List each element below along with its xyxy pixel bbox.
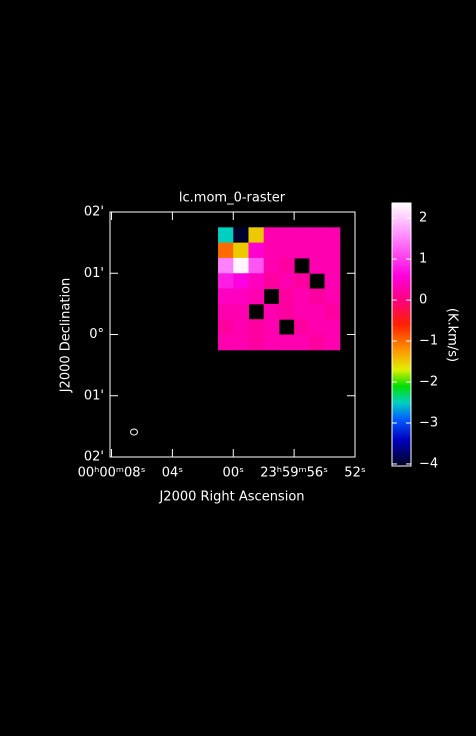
raster-cell [324, 334, 341, 351]
x-tick-label: 52ˢ [344, 466, 366, 481]
y-tick-label: 02' [84, 205, 104, 220]
raster-cell [218, 273, 234, 290]
raster-cell [294, 334, 310, 351]
raster-cell [324, 227, 341, 244]
raster-cell [233, 319, 249, 335]
raster-cell [263, 303, 280, 320]
raster-cell [309, 227, 326, 244]
raster-cell [309, 319, 326, 335]
raster-cell [248, 319, 265, 335]
raster-cell [233, 257, 249, 274]
raster-cell [233, 273, 249, 290]
raster-cell [309, 288, 326, 305]
raster-cell [309, 303, 326, 320]
raster-cell [233, 288, 249, 305]
raster-cell [278, 257, 295, 274]
raster-cell [218, 334, 234, 351]
raster-cell [309, 242, 326, 259]
raster-cell [248, 242, 265, 259]
raster-cell [278, 288, 295, 305]
raster-cell [278, 242, 295, 259]
raster-cell [278, 334, 295, 351]
raster-cell [278, 273, 295, 290]
raster-cell [248, 334, 265, 351]
raster-cell [218, 257, 234, 274]
raster-cell [218, 242, 234, 259]
raster-cell [294, 242, 310, 259]
raster-cell [248, 257, 265, 274]
raster-cell [263, 227, 280, 244]
colorbar-tick-label: −3 [419, 415, 438, 430]
raster-cell [294, 288, 310, 305]
x-tick-label: 00ˢ [223, 466, 245, 481]
raster-cell [218, 288, 234, 305]
raster-cell [294, 273, 310, 290]
x-tick-label: 04ˢ [162, 466, 184, 481]
raster-cell [263, 273, 280, 290]
colorbar-label: (K.km/s) [445, 308, 460, 362]
raster-cell [263, 334, 280, 351]
raster-cell [218, 319, 234, 335]
raster-cell [233, 303, 249, 320]
x-axis-label: J2000 Right Ascension [158, 490, 304, 505]
x-tick-label: 00ʰ00ᵐ08ˢ [78, 466, 146, 481]
y-tick-label: 01' [84, 388, 104, 403]
y-tick-label: 01' [84, 266, 104, 281]
x-tick-label: 23ʰ59ᵐ56ˢ [260, 466, 328, 481]
raster-cell [294, 303, 310, 320]
raster-cell [324, 288, 341, 305]
raster-cell [248, 288, 265, 305]
raster-cell [294, 227, 310, 244]
raster-cell [263, 257, 280, 274]
y-tick-label: 02' [84, 450, 104, 465]
raster-cell [324, 242, 341, 259]
beam [130, 428, 138, 436]
raster-cell [324, 257, 341, 274]
colorbar-tick-label: −4 [419, 456, 438, 471]
raster-cell [324, 319, 341, 335]
raster-cell [278, 227, 295, 244]
raster-cell [324, 273, 341, 290]
colorbar-tick-label: 0 [419, 293, 427, 308]
raster-cell [233, 334, 249, 351]
raster-cell [294, 319, 310, 335]
raster-cell [218, 227, 234, 244]
raster-cell [278, 303, 295, 320]
colorbar-tick-label: 1 [419, 252, 427, 267]
raster-cell [263, 242, 280, 259]
raster-cell [233, 227, 249, 244]
colorbar-tick-label: −1 [419, 334, 438, 349]
y-tick-label: 0° [89, 327, 104, 342]
raster-cell [248, 227, 265, 244]
raster-cell [233, 242, 249, 259]
y-axis-label: J2000 Declination [59, 278, 74, 394]
raster-cell [324, 303, 341, 320]
colorbar-tick-label: −2 [419, 375, 438, 390]
colorbar-tick-label: 2 [419, 211, 427, 226]
raster-cell [218, 303, 234, 320]
raster-cell [248, 273, 265, 290]
colorbar [391, 202, 412, 467]
chart-title: lc.mom_0-raster [179, 191, 286, 206]
raster-cell [309, 334, 326, 351]
raster-cell [263, 319, 280, 335]
raster-cell [309, 257, 326, 274]
